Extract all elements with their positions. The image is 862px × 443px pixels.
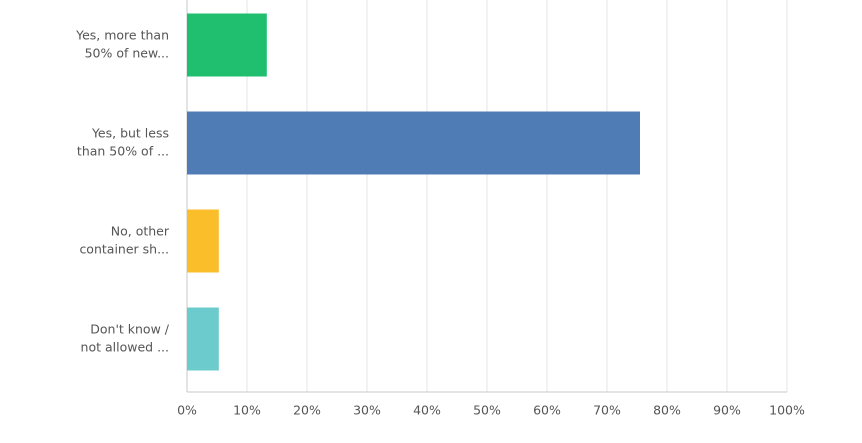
bar [187, 307, 219, 371]
x-tick-label: 0% [177, 403, 197, 418]
x-tick-label: 30% [353, 403, 381, 418]
y-tick-label: Yes, more than [75, 28, 169, 43]
y-tick-label: 50% of new... [85, 46, 169, 61]
x-tick-label: 20% [293, 403, 321, 418]
x-tick-label: 80% [653, 403, 681, 418]
y-tick-label: than 50% of ... [77, 144, 169, 159]
x-tick-label: 70% [593, 403, 621, 418]
bar [187, 111, 640, 175]
y-tick-label: container sh... [79, 242, 169, 257]
bar [187, 209, 219, 273]
y-tick-label: No, other [111, 224, 170, 239]
y-tick-label: not allowed ... [81, 340, 169, 355]
x-tick-label: 90% [713, 403, 741, 418]
y-tick-label: Yes, but less [91, 126, 169, 141]
x-tick-label: 10% [233, 403, 261, 418]
y-tick-label: Don't know / [90, 322, 170, 337]
bar [187, 13, 267, 77]
x-tick-label: 50% [473, 403, 501, 418]
x-tick-label: 100% [769, 403, 805, 418]
x-tick-label: 40% [413, 403, 441, 418]
x-tick-label: 60% [533, 403, 561, 418]
